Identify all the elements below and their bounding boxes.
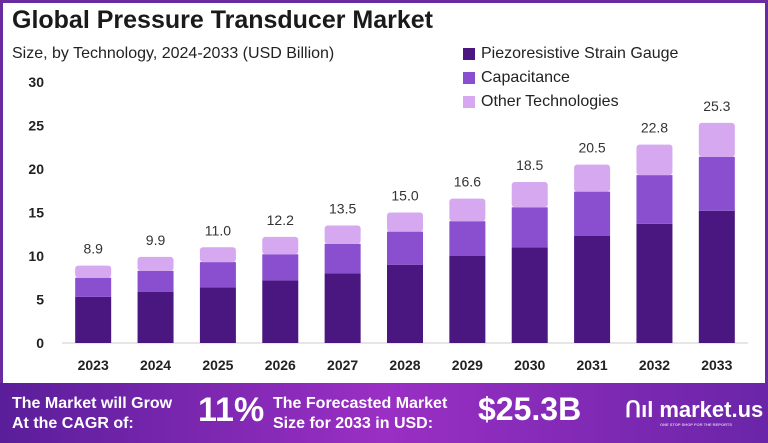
bar-segment [387,264,423,343]
bar-total-label: 22.8 [641,120,668,136]
x-tick-label: 2031 [577,357,608,373]
x-tick-label: 2033 [701,357,732,373]
x-tick-label: 2026 [265,357,296,373]
bar-segment [137,270,174,292]
stacked-bar-chart: 0510152025308.920239.9202411.0202512.220… [28,74,748,373]
bar-segment [511,247,548,343]
bar-segment [199,247,236,263]
legend: Piezoresistive Strain Gauge Capacitance … [463,42,678,114]
bar-total-label: 15.0 [391,188,418,204]
y-tick-label: 25 [28,118,44,134]
x-tick-label: 2030 [514,357,545,373]
bar-total-label: 18.5 [516,157,543,173]
y-tick-label: 20 [28,161,44,177]
legend-swatch [463,72,475,84]
bar-segment [262,254,299,281]
bar-total-label: 25.3 [703,98,730,114]
legend-item: Piezoresistive Strain Gauge [463,42,678,66]
bar-segment [636,144,673,176]
legend-swatch [463,96,475,108]
bar-total-label: 11.0 [205,222,231,238]
bar-segment [324,243,361,274]
cagr-value: 11% [198,391,265,429]
footer-banner: The Market will Grow At the CAGR of: 11% … [0,383,768,443]
bar-segment [199,262,236,288]
legend-item: Capacitance [463,66,678,90]
y-tick-label: 0 [36,335,44,351]
x-tick-label: 2023 [78,357,109,373]
bar-total-label: 16.6 [454,174,481,190]
bar-total-label: 12.2 [267,212,294,228]
bar-segment [449,221,486,256]
bar-total-label: 8.9 [83,241,103,257]
chart-title: Global Pressure Transducer Market [12,6,434,34]
bar-segment [574,235,611,343]
bar-segment [387,231,423,265]
bar-segment [449,256,486,343]
legend-swatch [463,48,475,60]
bar-segment [574,191,611,236]
bar-segment [137,256,174,271]
legend-label: Other Technologies [481,93,619,110]
legend-label: Capacitance [481,69,570,86]
forecast-value: $25.3B [478,391,582,427]
bar-total-label: 9.9 [146,232,166,248]
bar-segment [698,210,735,343]
x-tick-label: 2029 [452,357,483,373]
bar-segment [199,287,236,343]
bar-segment [511,207,548,248]
bar-total-label: 20.5 [578,140,605,156]
bar-segment [698,122,735,157]
bar-segment [636,223,673,343]
y-tick-label: 15 [28,205,44,221]
chart-subtitle: Size, by Technology, 2024-2033 (USD Bill… [12,45,335,62]
forecast-label: The Forecasted Market Size for 2033 in US… [273,395,448,432]
bar-segment [137,291,174,343]
logo-tagline: ONE STOP SHOP FOR THE REPORTS [660,422,733,427]
bar-total-label: 13.5 [329,201,356,217]
bar-segment [324,225,361,244]
y-tick-label: 5 [36,292,44,308]
bar-segment [511,182,548,208]
bar-segment [324,273,361,343]
x-tick-label: 2027 [327,357,358,373]
x-tick-label: 2028 [389,357,420,373]
bar-segment [698,156,735,211]
bar-segment [262,236,299,255]
legend-label: Piezoresistive Strain Gauge [481,45,679,62]
bar-segment [75,296,112,343]
bar-segment [574,164,611,192]
cagr-label: The Market will Grow At the CAGR of: [12,395,173,432]
bar-segment [449,198,486,222]
x-tick-label: 2024 [140,357,171,373]
bar-segment [636,175,673,224]
bar-segment [75,265,112,278]
bar-segment [262,280,299,343]
bar-segment [75,277,112,297]
bar-segment [387,212,423,232]
y-tick-label: 10 [28,248,44,264]
legend-item: Other Technologies [463,90,678,114]
y-tick-label: 30 [28,74,44,90]
x-tick-label: 2025 [202,357,233,373]
x-tick-label: 2032 [639,357,670,373]
market-us-logo: ᑎıl market.us [625,397,764,422]
logo-icon: ᑎıl [625,397,654,422]
